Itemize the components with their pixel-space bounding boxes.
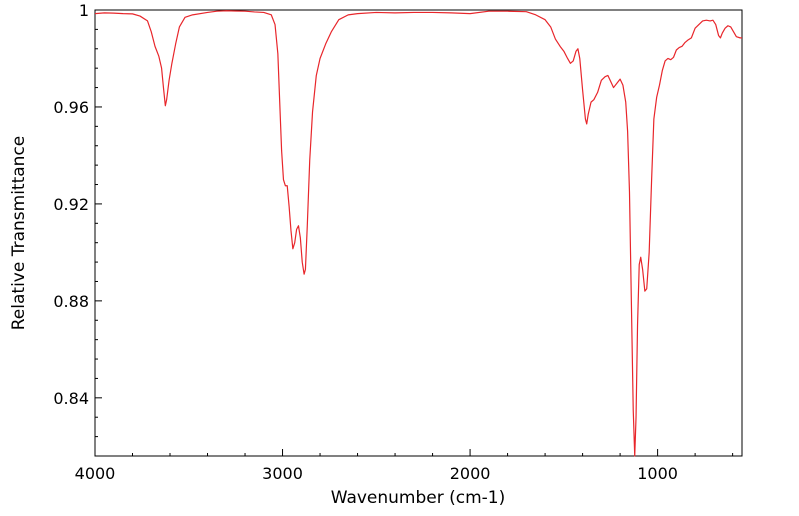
y-tick-label: 0.92: [53, 195, 89, 214]
x-tick-label: 3000: [262, 464, 303, 483]
axis-ticks: [94, 9, 734, 457]
y-tick-label: 1: [79, 1, 89, 20]
spectrum-line: [94, 10, 742, 457]
y-tick-label: 0.96: [53, 98, 89, 117]
x-axis-label: Wavenumber (cm-1): [331, 488, 506, 508]
axis-tick-labels: 4000 3000 2000 1000 1 0.96 0.92 0.88 0.84: [53, 1, 678, 483]
x-tick-label: 2000: [450, 464, 491, 483]
x-tick-label: 1000: [637, 464, 678, 483]
y-tick-label: 0.88: [53, 292, 89, 311]
series-layer: [94, 10, 742, 457]
y-tick-label: 0.84: [53, 389, 89, 408]
x-tick-label: 4000: [75, 464, 116, 483]
y-axis-label: Relative Transmittance: [9, 136, 29, 331]
plot-frame: [94, 9, 743, 457]
